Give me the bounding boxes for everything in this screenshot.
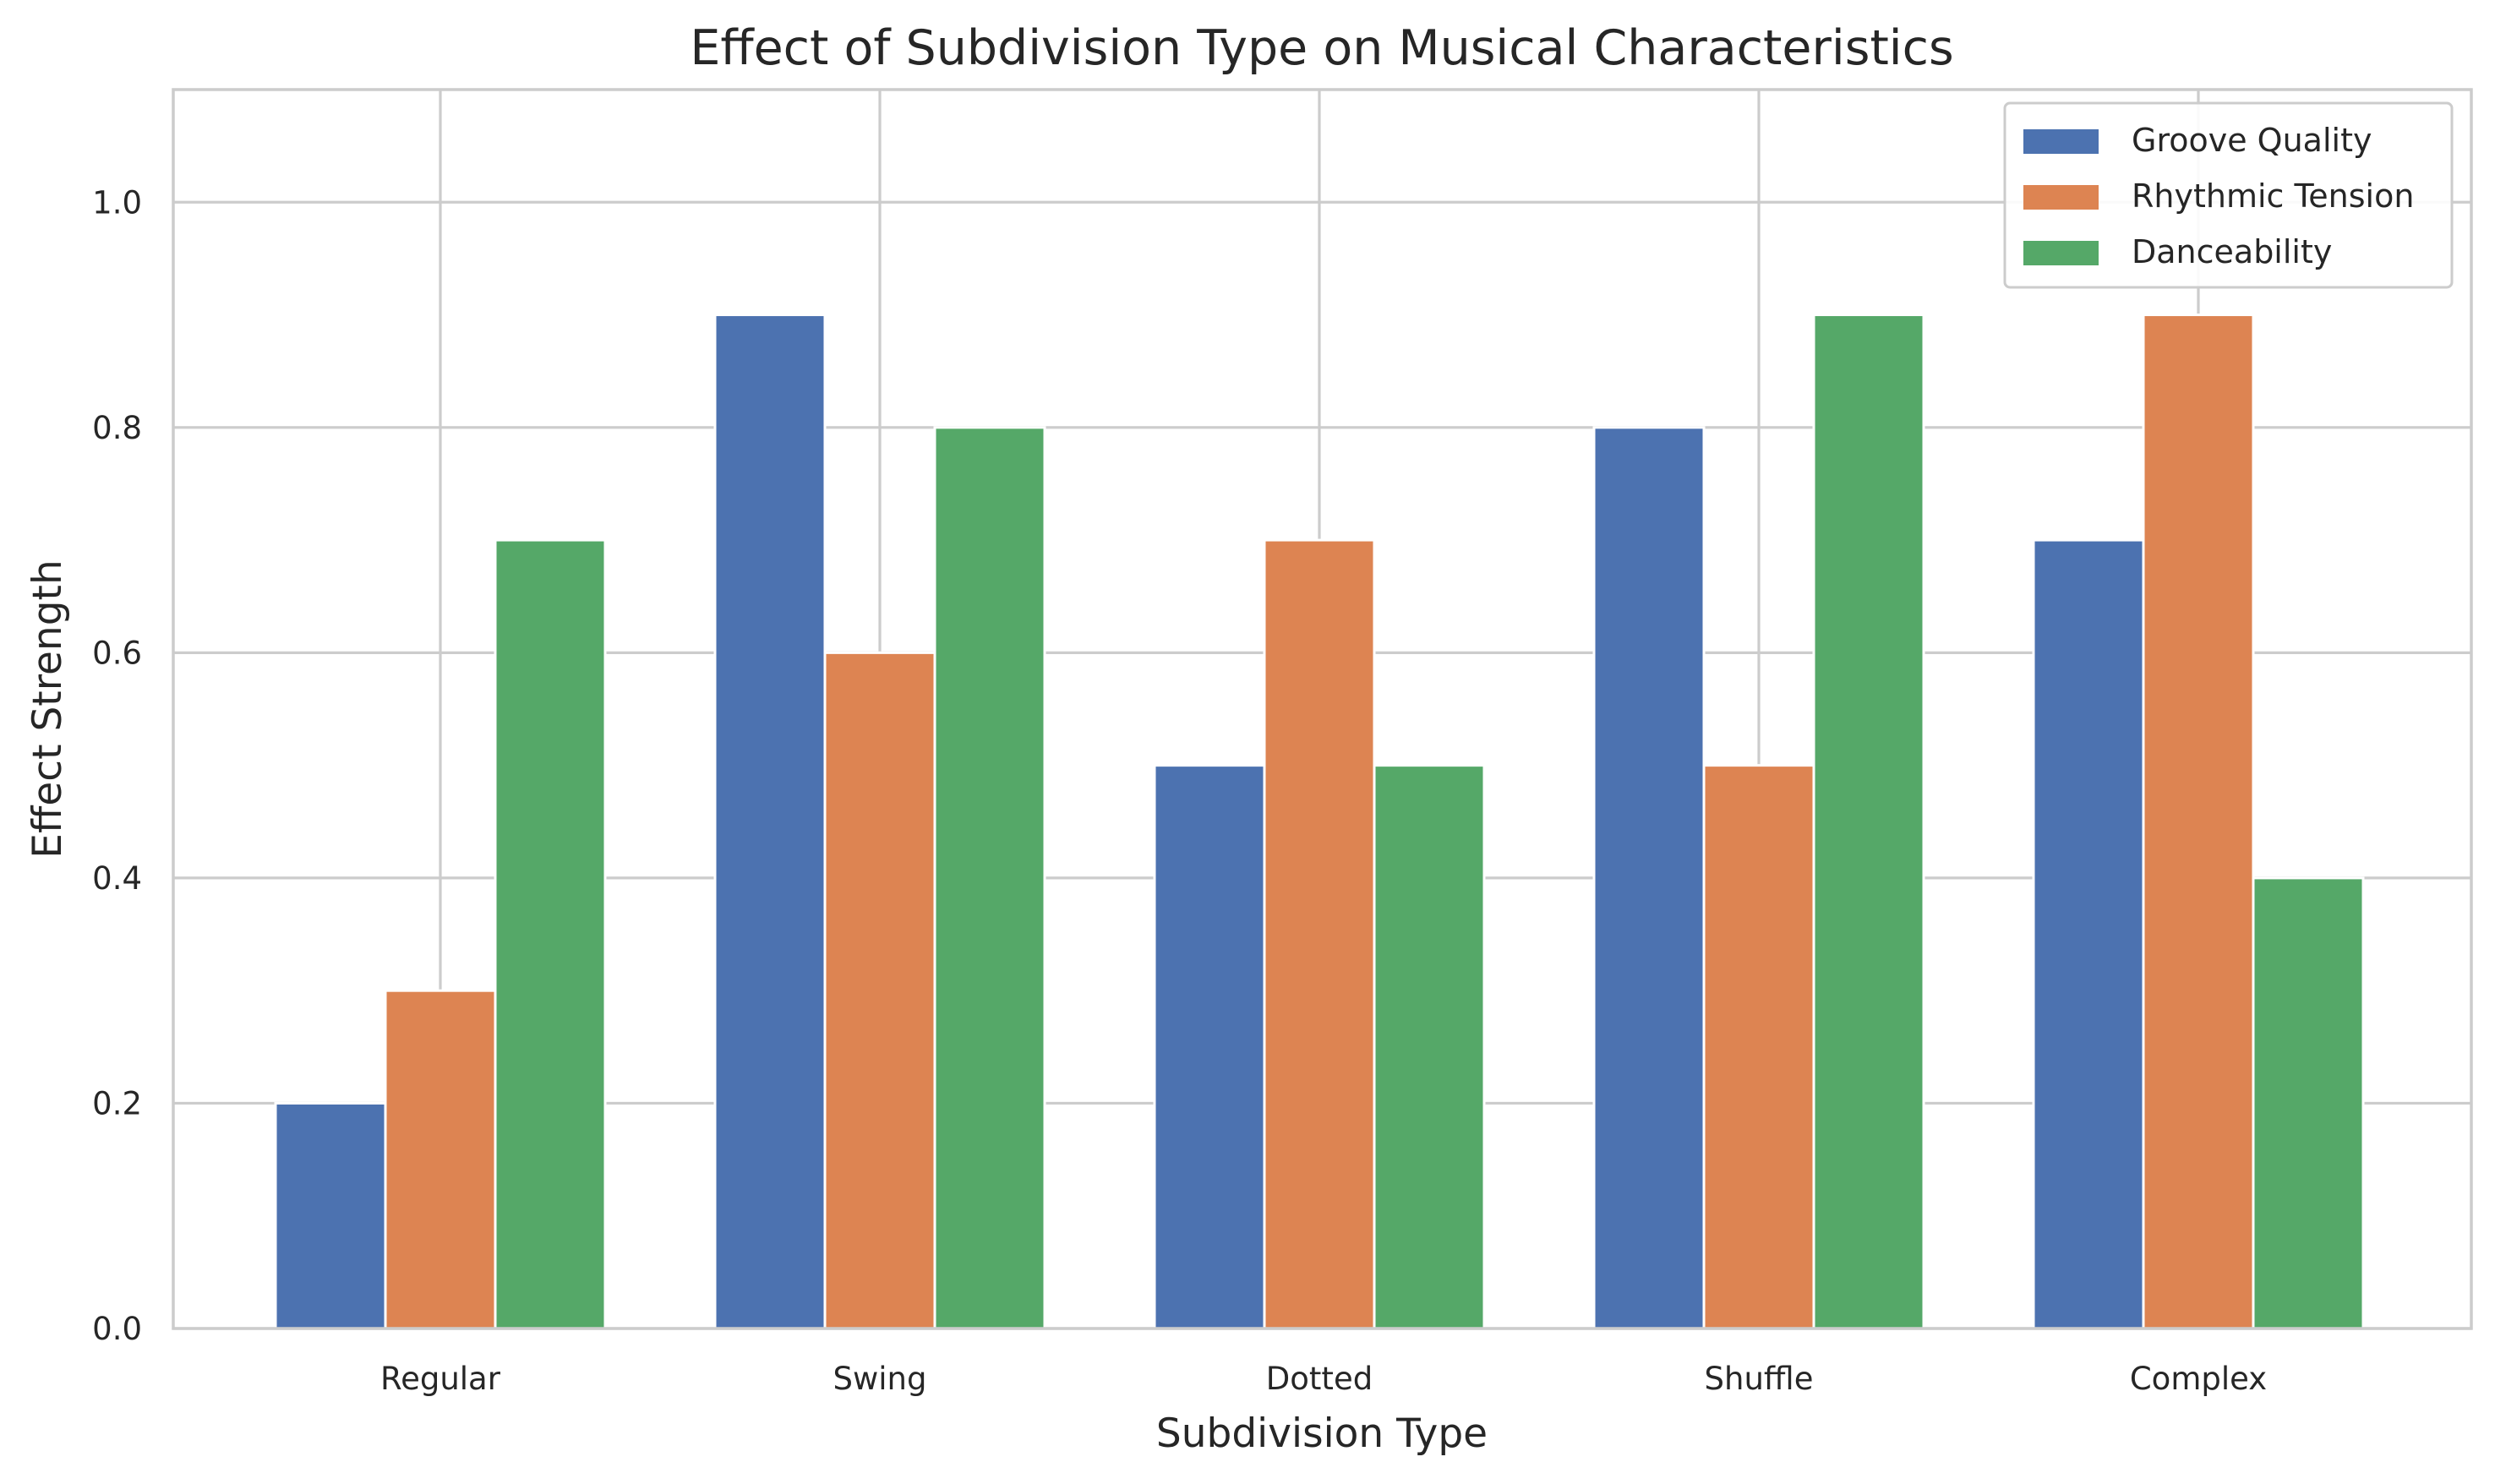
bar <box>494 538 607 1330</box>
legend-swatch <box>2023 129 2099 154</box>
x-tick-label: Complex <box>2130 1361 2267 1397</box>
legend-swatch <box>2023 185 2099 210</box>
plot-frame <box>172 88 2473 1330</box>
bar <box>1592 426 1706 1330</box>
y-tick-label: 0.2 <box>92 1085 142 1121</box>
bar <box>1702 764 1815 1330</box>
y-tick-label: 1.0 <box>92 184 142 221</box>
legend-box <box>2003 101 2454 289</box>
legend-swatch <box>2023 241 2099 265</box>
x-tick-label: Regular <box>380 1361 501 1397</box>
chart-title: Effect of Subdivision Type on Musical Ch… <box>690 20 1953 76</box>
bar <box>2142 314 2255 1330</box>
legend-label: Danceability <box>2132 233 2332 270</box>
x-tick-labels: Regular Swing Dotted Shuffle Complex <box>380 1361 2267 1397</box>
y-axis-label: Effect Strength <box>25 559 71 859</box>
y-tick-label: 0.4 <box>92 860 142 897</box>
bar <box>2032 538 2145 1330</box>
y-tick-label: 0.0 <box>92 1311 142 1347</box>
bar <box>1812 314 1925 1330</box>
legend-label: Groove Quality <box>2132 122 2372 159</box>
legend-label: Rhythmic Tension <box>2132 177 2414 215</box>
y-tick-label: 0.6 <box>92 635 142 671</box>
bars <box>274 314 2365 1330</box>
bar <box>1153 764 1266 1330</box>
bar <box>933 426 1046 1330</box>
bar <box>1373 764 1486 1330</box>
bar <box>274 1101 387 1330</box>
bar <box>823 651 936 1330</box>
bar <box>1263 538 1376 1330</box>
bar <box>713 314 827 1330</box>
x-tick-label: Dotted <box>1266 1361 1373 1397</box>
legend: Groove Quality Rhythmic Tension Danceabili… <box>2003 101 2454 289</box>
y-tick-labels: 0.0 0.2 0.4 0.6 0.8 1.0 <box>92 184 142 1347</box>
x-tick-label: Shuffle <box>1705 1361 1814 1397</box>
bar <box>2252 876 2365 1330</box>
y-tick-label: 0.8 <box>92 410 142 446</box>
bar <box>384 989 497 1330</box>
x-tick-label: Swing <box>833 1361 927 1397</box>
x-axis-label: Subdivision Type <box>1156 1410 1488 1457</box>
